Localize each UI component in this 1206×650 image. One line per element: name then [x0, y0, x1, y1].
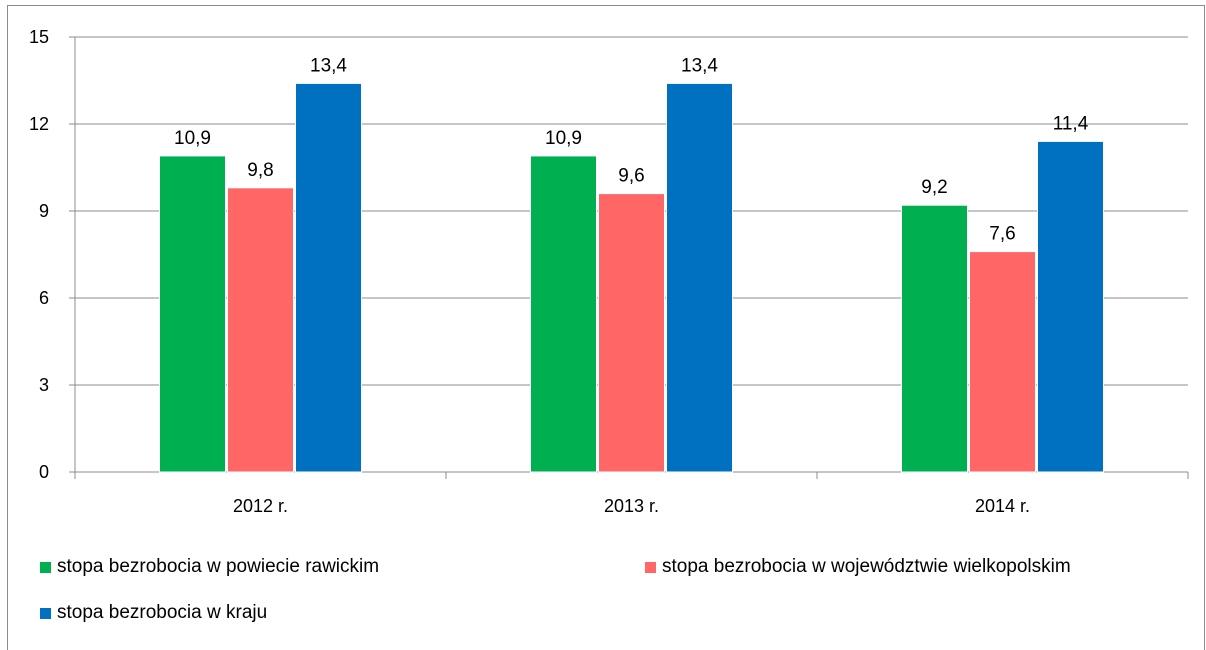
x-tick-label: 2013 r. — [604, 496, 659, 516]
legend-item-powiat: stopa bezrobocia w powiecie rawickim — [40, 556, 379, 578]
bar — [969, 251, 1036, 473]
bar — [666, 82, 733, 473]
legend-label-powiat: stopa bezrobocia w powiecie rawickim — [57, 556, 380, 577]
data-label: 7,6 — [989, 224, 1015, 245]
data-label: 9,8 — [247, 160, 273, 181]
data-label: 9,6 — [618, 166, 644, 187]
data-label: 10,9 — [545, 128, 582, 149]
data-label: 13,4 — [310, 55, 347, 76]
bar — [227, 187, 294, 473]
data-label: 13,4 — [681, 55, 718, 76]
y-tick-label: 9 — [39, 201, 49, 221]
legend-label-wojewodztwo: stopa bezrobocia w województwie wielkopo… — [662, 556, 1071, 577]
x-tick-label: 2014 r. — [975, 496, 1030, 516]
y-tick-label: 15 — [29, 27, 49, 47]
data-label: 10,9 — [174, 128, 211, 149]
data-label: 9,2 — [921, 177, 947, 198]
legend-item-wojewodztwo: stopa bezrobocia w województwie wielkopo… — [645, 556, 1071, 578]
bar — [295, 82, 362, 473]
bar — [598, 193, 665, 473]
legend-item-kraj: stopa bezrobocia w kraju — [40, 602, 267, 624]
y-tick-label: 6 — [39, 288, 49, 308]
bar — [530, 155, 597, 473]
y-tick-label: 0 — [39, 462, 49, 482]
legend-swatch-kraj — [40, 607, 51, 619]
chart-frame — [7, 5, 1205, 650]
bar — [901, 204, 968, 473]
legend-swatch-powiat — [40, 561, 51, 573]
bar — [159, 155, 226, 473]
y-tick-label: 3 — [39, 375, 49, 395]
legend-swatch-wojewodztwo — [645, 561, 656, 573]
y-tick-label: 12 — [29, 114, 49, 134]
data-label: 11,4 — [1053, 113, 1089, 134]
bar — [1037, 140, 1104, 473]
legend-label-kraj: stopa bezrobocia w kraju — [57, 602, 268, 623]
x-tick-label: 2012 r. — [233, 496, 288, 516]
